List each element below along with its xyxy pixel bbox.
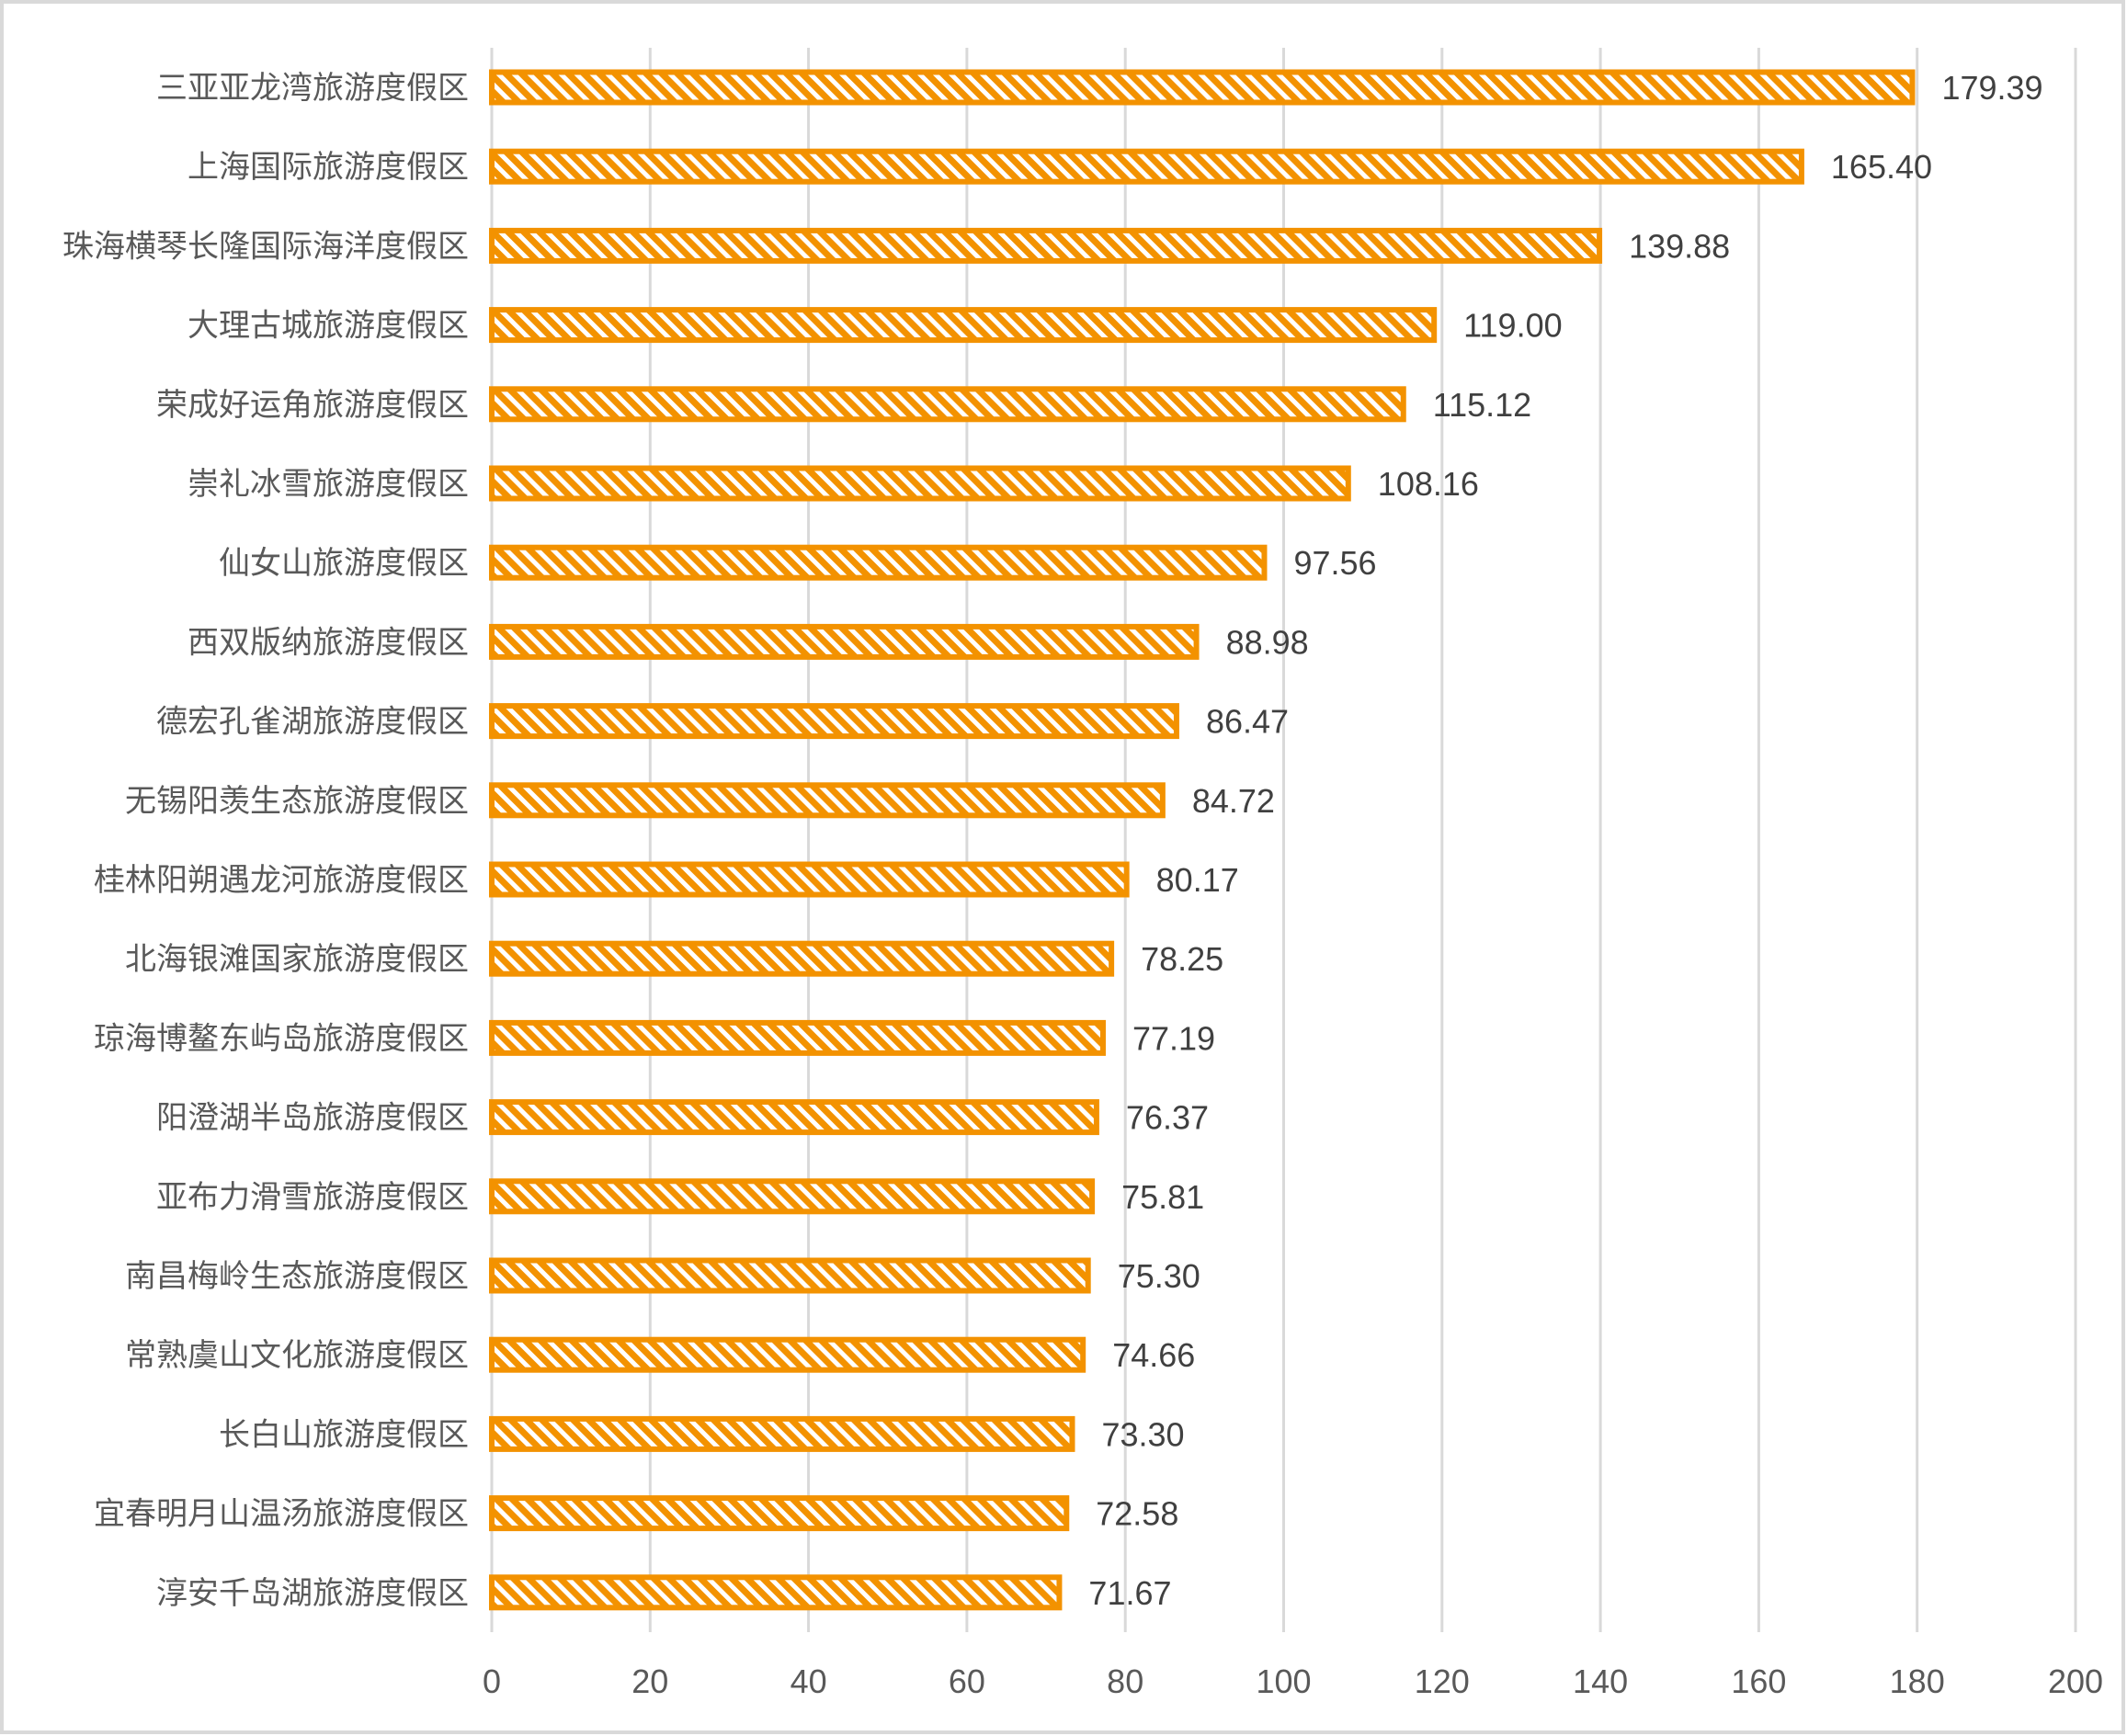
category-label: 常熟虞山文化旅游度假区 xyxy=(125,1337,469,1374)
data-label: 72.58 xyxy=(1096,1495,1178,1533)
x-tick-label: 100 xyxy=(1256,1662,1311,1700)
data-label: 88.98 xyxy=(1226,623,1309,661)
bar xyxy=(489,703,1179,740)
x-tick-label: 180 xyxy=(1890,1662,1945,1700)
bar xyxy=(489,1336,1086,1373)
category-label: 桂林阳朔遇龙河旅游度假区 xyxy=(94,862,469,899)
data-label: 139.88 xyxy=(1629,227,1730,265)
data-label: 86.47 xyxy=(1206,703,1289,741)
data-label: 179.39 xyxy=(1941,69,2042,107)
data-label: 84.72 xyxy=(1192,782,1275,820)
bar xyxy=(489,544,1268,581)
bar xyxy=(489,1574,1063,1611)
category-label: 无锡阳羡生态旅游度假区 xyxy=(125,783,469,820)
bar xyxy=(489,148,1804,185)
x-tick-label: 0 xyxy=(483,1662,501,1700)
data-label: 115.12 xyxy=(1433,386,1531,424)
category-label: 北海银滩国家旅游度假区 xyxy=(125,941,469,978)
x-tick-label: 160 xyxy=(1731,1662,1786,1700)
category-label: 荣成好运角旅游度假区 xyxy=(156,387,469,424)
data-label: 80.17 xyxy=(1156,861,1239,899)
x-tick-label: 60 xyxy=(949,1662,985,1700)
data-label: 165.40 xyxy=(1831,148,1932,186)
category-label: 仙女山旅游度假区 xyxy=(219,545,469,582)
category-label: 长白山旅游度假区 xyxy=(219,1416,469,1453)
bar xyxy=(489,940,1115,977)
x-tick-label: 140 xyxy=(1573,1662,1628,1700)
data-label: 119.00 xyxy=(1463,307,1562,345)
bar xyxy=(489,1495,1070,1532)
category-label: 上海国际旅游度假区 xyxy=(188,149,469,186)
bar xyxy=(489,1178,1096,1215)
x-tick-label: 80 xyxy=(1107,1662,1143,1700)
category-label: 南昌梅岭生态旅游度假区 xyxy=(125,1258,469,1295)
bar xyxy=(489,227,1603,264)
data-label: 76.37 xyxy=(1126,1099,1209,1137)
x-tick-label: 40 xyxy=(791,1662,827,1700)
data-label: 77.19 xyxy=(1132,1019,1215,1057)
bar xyxy=(489,782,1166,819)
bar xyxy=(489,69,1916,106)
category-label: 大理古城旅游度假区 xyxy=(188,308,469,345)
data-label: 78.25 xyxy=(1141,940,1223,978)
data-label: 71.67 xyxy=(1088,1574,1171,1612)
bar xyxy=(489,307,1438,344)
category-label: 三亚亚龙湾旅游度假区 xyxy=(156,70,469,107)
bar xyxy=(489,1099,1099,1136)
category-label: 崇礼冰雪旅游度假区 xyxy=(188,466,469,503)
x-tick-label: 200 xyxy=(2048,1662,2103,1700)
data-label: 108.16 xyxy=(1378,465,1479,503)
data-label: 74.66 xyxy=(1112,1336,1195,1374)
bar xyxy=(489,386,1406,423)
category-label: 琼海博鳌东屿岛旅游度假区 xyxy=(94,1020,469,1057)
category-label: 宜春明月山温汤旅游度假区 xyxy=(94,1496,469,1533)
bar xyxy=(489,623,1200,660)
x-tick-label: 120 xyxy=(1415,1662,1470,1700)
data-label: 75.81 xyxy=(1121,1178,1204,1216)
bar xyxy=(489,1415,1075,1452)
bar xyxy=(489,465,1351,502)
category-label: 德宏孔雀湖旅游度假区 xyxy=(156,704,469,741)
data-label: 73.30 xyxy=(1101,1415,1184,1453)
bar xyxy=(489,861,1130,898)
category-label: 珠海横琴长隆国际海洋度假区 xyxy=(63,228,469,265)
bar xyxy=(489,1257,1091,1294)
category-label: 亚布力滑雪旅游度假区 xyxy=(156,1179,469,1216)
category-label: 阳澄湖半岛旅游度假区 xyxy=(156,1100,469,1137)
data-label: 75.30 xyxy=(1118,1257,1200,1295)
category-label: 西双版纳旅游度假区 xyxy=(188,624,469,661)
category-label: 淳安千岛湖旅游度假区 xyxy=(156,1575,469,1612)
bar xyxy=(489,1019,1106,1056)
data-label: 97.56 xyxy=(1293,544,1376,582)
x-tick-label: 20 xyxy=(631,1662,668,1700)
